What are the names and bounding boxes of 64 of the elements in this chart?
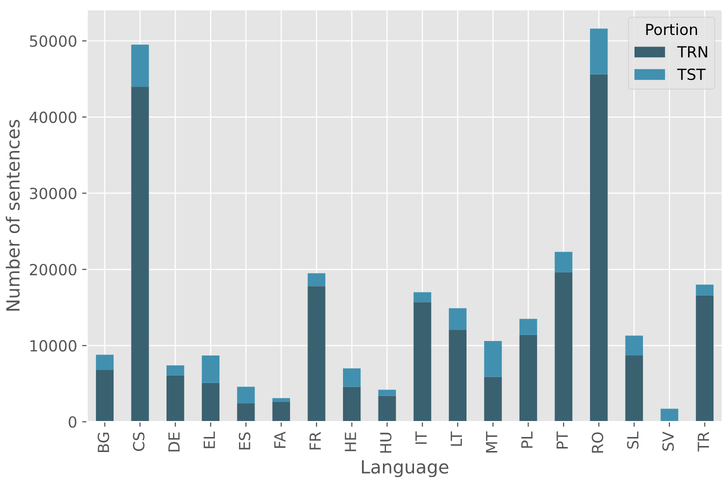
- bar: [448, 330, 467, 422]
- legend-title: Portion: [646, 23, 698, 36]
- bar: [237, 386, 255, 404]
- x-tick-label: SV: [662, 432, 674, 451]
- x-tick-label: LT: [450, 431, 462, 446]
- y-tick-label: 50000: [30, 35, 76, 47]
- bar: [96, 354, 114, 370]
- y-tick-label: 20000: [30, 264, 76, 276]
- x-tick-label: SL: [627, 432, 639, 449]
- bar: [166, 365, 184, 376]
- bar: [554, 252, 572, 272]
- x-tick-label: RO: [592, 432, 604, 453]
- x-tick-label: CS: [132, 432, 144, 451]
- x-tick-label: PL: [521, 432, 532, 448]
- bar: [590, 28, 608, 74]
- bar: [448, 308, 467, 330]
- bar: [308, 286, 326, 422]
- bar: [696, 284, 714, 296]
- x-axis-title: Language: [362, 460, 448, 478]
- y-tick-label: 40000: [30, 112, 76, 124]
- bar: [554, 272, 572, 422]
- x-tick-label: EL: [204, 432, 215, 448]
- bar: [414, 302, 432, 422]
- x-tick-label: ES: [238, 432, 250, 450]
- bar: [308, 273, 326, 286]
- x-tick-label: IT: [415, 431, 427, 444]
- x-tick-label: HE: [344, 432, 356, 452]
- x-tick-label: TR: [698, 432, 709, 452]
- bar: [342, 386, 361, 422]
- y-tick-label: 10000: [30, 340, 76, 352]
- x-tick-label: HU: [380, 432, 392, 453]
- x-tick-label: BG: [98, 432, 110, 452]
- bar: [625, 355, 643, 422]
- bar: [519, 334, 538, 422]
- bar: [378, 390, 396, 396]
- bar: [484, 376, 502, 422]
- bar: [131, 86, 149, 422]
- y-tick-label: 30000: [30, 188, 76, 200]
- bar: [660, 408, 678, 422]
- bar: [202, 355, 220, 383]
- bar: [378, 396, 396, 422]
- bar: [166, 375, 184, 422]
- bar: [696, 295, 714, 422]
- x-tick-label: DE: [168, 432, 180, 452]
- bar: [590, 74, 608, 422]
- legend-label: TRN: [677, 46, 708, 58]
- bar: [342, 368, 361, 387]
- bar: [272, 398, 290, 402]
- bar: [272, 402, 290, 422]
- bar: [625, 336, 643, 356]
- bar: [484, 341, 502, 377]
- bar: [131, 44, 149, 87]
- legend-label: TST: [677, 68, 706, 80]
- x-tick-label: FA: [274, 432, 286, 448]
- x-tick-label: FR: [310, 432, 321, 450]
- bar: [519, 318, 538, 335]
- bar: [237, 403, 255, 422]
- y-tick-label: 0: [68, 416, 76, 428]
- bar: [96, 370, 114, 422]
- bar: [414, 292, 432, 302]
- bar: [202, 382, 220, 422]
- y-axis-title: Number of sentences: [6, 120, 20, 311]
- x-tick-label: MT: [486, 431, 498, 452]
- x-tick-label: PT: [556, 431, 568, 449]
